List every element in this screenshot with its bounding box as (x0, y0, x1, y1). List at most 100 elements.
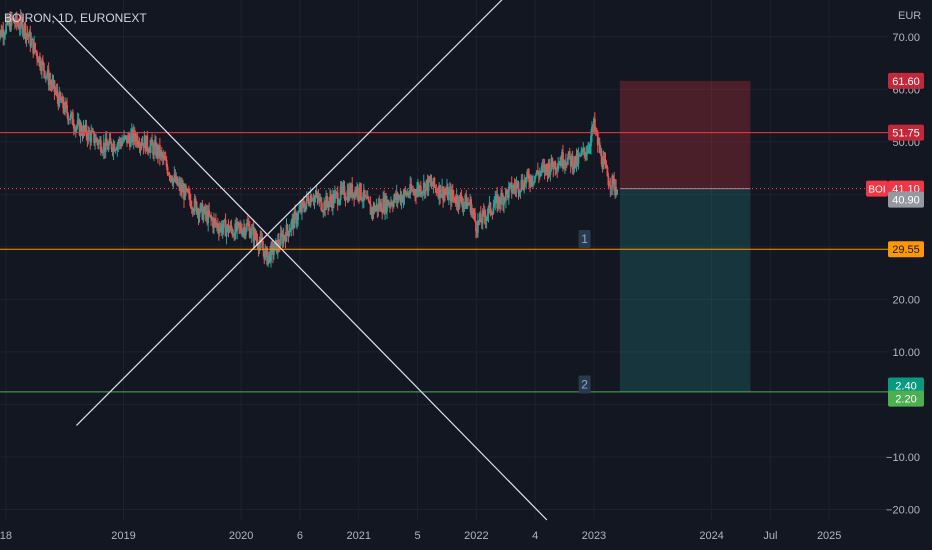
candle-body (457, 205, 460, 208)
candle-body (355, 189, 357, 195)
candle-body (194, 198, 197, 202)
candle-body (437, 191, 440, 198)
candle-body (302, 201, 304, 203)
candle-body (602, 158, 605, 170)
candle-body (447, 187, 449, 200)
candle-body (250, 228, 253, 235)
candle-body (474, 212, 476, 222)
candle-body (453, 196, 456, 202)
trend-lines[interactable] (52, 0, 548, 521)
candle-body (241, 231, 243, 235)
candle-body (17, 24, 20, 29)
candle-body (487, 206, 490, 215)
candle-body (527, 171, 530, 176)
candle-body (326, 195, 328, 204)
candle-body (414, 190, 416, 194)
candle-body (338, 199, 341, 204)
candle-body (450, 190, 453, 203)
candle-body (205, 211, 208, 215)
candle-body (162, 156, 165, 159)
candle-body (98, 140, 100, 145)
candle-body (83, 126, 86, 131)
stop-loss-zone[interactable] (619, 80, 751, 189)
candle-body (424, 184, 427, 194)
trend-line[interactable] (52, 15, 548, 521)
candle-body (390, 202, 393, 206)
take-profit-zone[interactable] (619, 188, 751, 392)
candle-body (278, 245, 281, 247)
candle-body (199, 204, 202, 213)
candle-body (31, 38, 34, 40)
candle-body (583, 148, 586, 153)
candle-body (544, 164, 547, 173)
candle-body (386, 200, 388, 212)
candle-body (143, 136, 146, 149)
candle-body (471, 211, 473, 216)
candle-body (89, 133, 92, 142)
candle-body (579, 154, 582, 156)
candle-body (577, 154, 580, 164)
x-tick-label: 4 (532, 530, 538, 542)
marker-badge (578, 375, 591, 394)
candle-body (176, 176, 179, 186)
candle-body (160, 151, 163, 155)
candle-body (303, 208, 306, 211)
time-axis[interactable]: 18 2019 2020 6 2021 5 2022 4 2023 2024 Jul 2025 (0, 530, 841, 542)
candle-body (557, 164, 560, 170)
candle-body (19, 17, 22, 29)
candle-body (581, 151, 584, 153)
candle-body (556, 168, 559, 170)
candle-body (519, 190, 522, 193)
candle-body (328, 201, 330, 208)
candle-body (84, 124, 87, 131)
candle-body (318, 197, 321, 201)
candle-body (90, 132, 93, 142)
candle-body (408, 194, 411, 196)
candle-body (393, 194, 396, 200)
candle-body (242, 230, 244, 235)
candle-body (391, 205, 394, 207)
candle-body (112, 143, 115, 153)
candle-body (434, 186, 437, 188)
candle-body (317, 196, 320, 201)
candle-body (169, 175, 172, 178)
candle-body (493, 204, 496, 208)
candle-body (446, 187, 448, 194)
candle-body (23, 24, 26, 32)
candle-body (80, 125, 83, 134)
candle-body (580, 151, 583, 156)
position-tool[interactable] (619, 80, 751, 392)
candle-body (86, 135, 89, 141)
candle-body (157, 146, 159, 156)
candle-body (141, 143, 144, 146)
candle-body (412, 189, 415, 193)
candle-body (8, 19, 10, 25)
candle-body (616, 189, 618, 195)
candle-body (518, 192, 521, 194)
candle-body (480, 221, 483, 224)
candle-body (385, 196, 387, 212)
candle-body (174, 174, 177, 182)
candle-body (452, 196, 455, 198)
candle-body (237, 222, 240, 224)
candle-body (7, 17, 9, 25)
candle-body (2, 29, 5, 38)
horizontal-levels[interactable] (0, 132, 888, 393)
candle-body (340, 186, 343, 191)
candle-body (243, 226, 245, 231)
candle-body (311, 200, 314, 202)
candle-body (64, 102, 67, 113)
candle-body (479, 213, 482, 222)
candle-body (14, 15, 17, 24)
candle-body (374, 208, 377, 212)
y-tick-label: 20.00 (892, 294, 920, 306)
candle-body (592, 126, 594, 130)
candle-body (277, 240, 280, 246)
candle-body (440, 195, 443, 198)
candle-body (50, 83, 53, 87)
support-price-tag: 29.55 (892, 244, 920, 256)
trend-line[interactable] (76, 0, 517, 426)
